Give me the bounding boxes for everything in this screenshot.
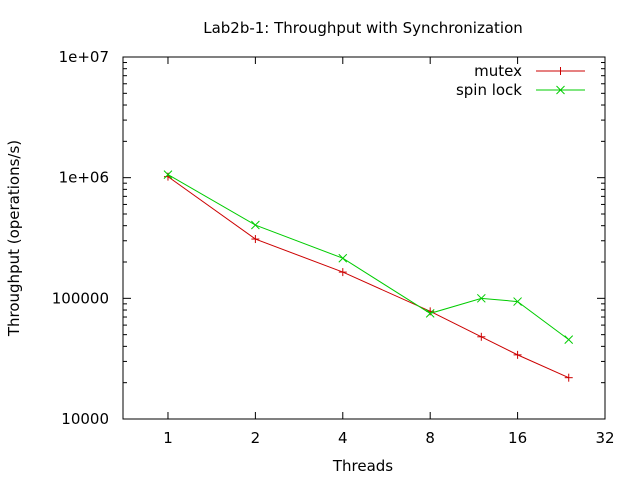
legend-marker-mutex	[556, 67, 565, 75]
y-tick-label: 1e+07	[59, 48, 109, 66]
x-tick-label: 32	[595, 429, 614, 447]
series-line-spin-lock	[167, 174, 570, 341]
data-point-spin-lock	[163, 170, 173, 179]
data-point-spin-lock	[338, 253, 348, 263]
data-point-mutex	[338, 268, 347, 277]
x-tick-label: 4	[338, 429, 348, 447]
y-tick-label: 1e+06	[59, 169, 109, 187]
legend-marker-spin-lock	[556, 85, 565, 95]
data-point-mutex	[513, 350, 522, 359]
data-point-mutex	[251, 235, 260, 244]
x-axis-label: Threads	[332, 457, 393, 475]
series-mutex	[163, 172, 573, 382]
x-tick-label: 2	[251, 429, 261, 447]
chart-title: Lab2b-1: Throughput with Synchronization	[203, 19, 523, 37]
series-spin-lock	[163, 170, 574, 344]
data-point-spin-lock	[476, 293, 486, 303]
y-tick-label: 10000	[61, 410, 109, 428]
legend-label-spin-lock: spin lock	[456, 81, 522, 99]
series-line-mutex	[167, 176, 569, 379]
data-point-spin-lock	[251, 220, 260, 230]
y-axis-label: Throughput (operations/s)	[5, 140, 23, 337]
data-point-spin-lock	[425, 309, 435, 318]
legend-label-mutex: mutex	[474, 62, 522, 80]
x-tick-label: 16	[508, 429, 527, 447]
x-tick-label: 1	[163, 429, 173, 447]
x-tick-label: 8	[425, 429, 435, 447]
data-point-spin-lock	[513, 297, 522, 306]
series-layer	[163, 170, 574, 382]
data-point-mutex	[477, 332, 486, 341]
y-tick-label: 100000	[52, 289, 109, 307]
plot-frame	[122, 56, 606, 420]
data-point-spin-lock	[564, 335, 574, 344]
axis-ticks: 1 2 4 8 16 32 10000 100000 1e+06 1e+07	[52, 48, 615, 447]
data-point-mutex	[564, 373, 573, 382]
